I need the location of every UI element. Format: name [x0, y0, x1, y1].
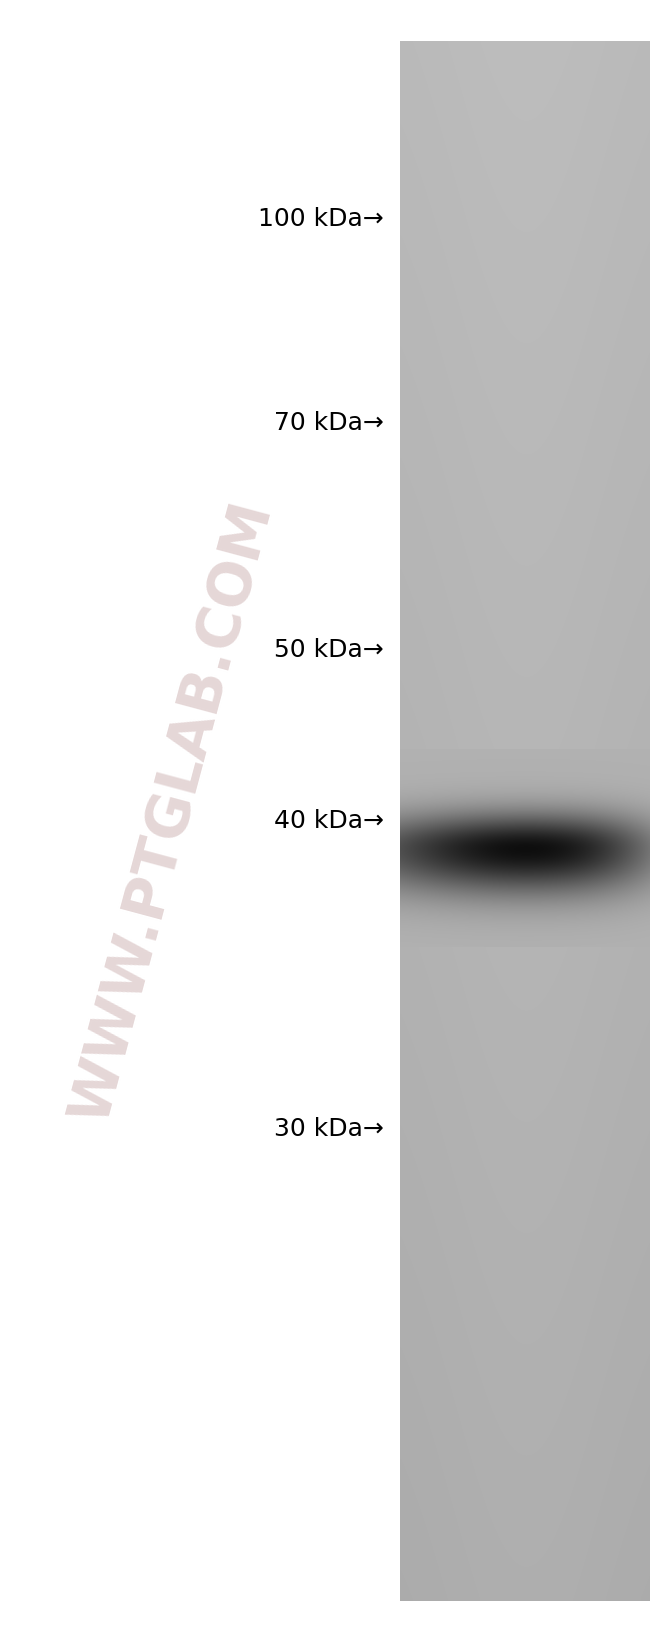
Text: 70 kDa→: 70 kDa→ — [274, 411, 384, 434]
Text: WWW.PTGLAB.COM: WWW.PTGLAB.COM — [62, 496, 283, 1129]
Text: 30 kDa→: 30 kDa→ — [274, 1118, 384, 1141]
Text: 100 kDa→: 100 kDa→ — [258, 208, 384, 231]
Text: 40 kDa→: 40 kDa→ — [274, 809, 384, 832]
Text: 50 kDa→: 50 kDa→ — [274, 639, 384, 661]
